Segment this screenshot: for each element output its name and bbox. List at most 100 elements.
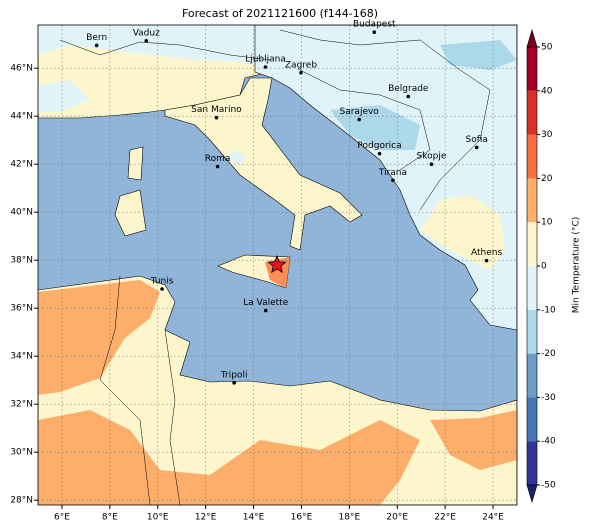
x-tick-label: 6°E: [54, 513, 70, 523]
city-marker: [484, 258, 489, 263]
y-tick-label: 38°N: [10, 256, 33, 266]
y-tick-label: 46°N: [10, 64, 33, 74]
city-marker: [94, 43, 99, 48]
colorbar-band: [527, 441, 537, 485]
colorbar-tick-label: -10: [541, 305, 556, 315]
x-tick-label: 22°E: [434, 513, 456, 523]
colorbar-tick-label: -40: [541, 437, 556, 447]
colorbar-tick-label: 50: [541, 43, 553, 53]
y-tick-label: 44°N: [10, 112, 33, 122]
colorbar-band: [527, 309, 537, 354]
city-marker: [160, 287, 164, 291]
colorbar-band: [527, 353, 537, 398]
city-label: Skopje: [417, 152, 447, 162]
colorbar-band: [527, 222, 537, 266]
country-borders: [99, 275, 151, 505]
sardinia: [114, 189, 147, 237]
city-label: Tirana: [378, 168, 407, 178]
balkans-cool: [330, 105, 420, 150]
greece-warm: [420, 195, 505, 270]
colorbar-tick-label: 20: [541, 174, 553, 184]
map-area: [38, 25, 517, 505]
x-tick-label: 14°E: [243, 513, 265, 523]
y-tick-label: 36°N: [10, 304, 33, 314]
city-label: Sofia: [466, 135, 488, 145]
city-marker: [377, 151, 382, 156]
city-label: La Valette: [243, 298, 288, 308]
africa-hot-east: [430, 410, 517, 470]
x-tick-label: 16°E: [291, 513, 313, 523]
x-tick-label: 8°E: [102, 513, 118, 523]
city-label: Bern: [86, 33, 107, 43]
city-label: Podgorica: [357, 141, 401, 151]
city-label: Tunis: [150, 277, 174, 287]
x-tick-label: 18°E: [339, 513, 361, 523]
city-label: Ljubljana: [245, 55, 286, 65]
y-tick-label: 34°N: [10, 352, 33, 362]
y-tick-label: 40°N: [10, 208, 33, 218]
city-label: San Marino: [191, 105, 242, 115]
city-marker: [144, 39, 149, 43]
country-borders: [164, 329, 181, 505]
city-marker: [429, 162, 434, 166]
country-borders: [279, 29, 491, 211]
colorbar-band: [527, 397, 537, 442]
city-marker: [406, 94, 411, 99]
city-marker: [232, 381, 236, 385]
x-tick-label: 10°E: [147, 513, 169, 523]
colorbar-band: [527, 178, 537, 223]
colorbar-label: Min Temperature (°C): [572, 217, 582, 314]
colorbar-tick-label: 0: [541, 262, 547, 272]
colorbar-over: [526, 28, 538, 48]
colorbar-band: [527, 266, 537, 310]
country-borders: [299, 69, 431, 171]
colorbar-under: [526, 484, 538, 504]
colorbar-tick-label: 10: [541, 218, 553, 228]
alps-cold: [38, 25, 270, 68]
city-marker: [214, 115, 219, 120]
city-marker: [263, 65, 268, 69]
colorbar-band: [527, 90, 537, 135]
map-frame: [37, 24, 518, 506]
city-marker: [474, 145, 479, 150]
colorbar-tick-label: -30: [541, 393, 556, 403]
city-label: Athens: [471, 248, 502, 258]
y-tick-label: 28°N: [10, 496, 33, 506]
france-cold: [38, 80, 90, 112]
city-marker: [391, 178, 395, 183]
colorbar-band: [527, 47, 537, 91]
africa-hot-west: [38, 280, 160, 395]
x-tick-label: 12°E: [195, 513, 217, 523]
city-label: Belgrade: [388, 84, 429, 94]
city-marker: [215, 164, 220, 169]
city-marker: [299, 70, 303, 75]
colorbar-tick-label: 40: [541, 86, 553, 96]
x-tick-label: 20°E: [386, 513, 408, 523]
balkans: [254, 25, 517, 331]
africa-hot-south: [38, 410, 420, 505]
carpathians-cool: [440, 40, 517, 70]
city-marker: [263, 308, 268, 313]
corsica: [127, 146, 144, 181]
country-borders: [59, 39, 271, 61]
apennine-cool: [228, 150, 245, 165]
colorbar-band: [527, 134, 537, 179]
y-tick-label: 42°N: [10, 160, 33, 170]
city-label: Zagreb: [285, 60, 317, 70]
x-tick-label: 24°E: [482, 513, 504, 523]
location-star: [267, 254, 287, 274]
city-label: Sarajevo: [340, 107, 380, 117]
y-tick-label: 32°N: [10, 400, 33, 410]
title: Forecast of 2021121600 (f144-168): [182, 7, 378, 20]
colorbar-tick-label: -20: [541, 349, 556, 359]
y-tick-label: 30°N: [10, 448, 33, 458]
colorbar-tick-label: 30: [541, 130, 553, 140]
city-label: Roma: [205, 154, 231, 164]
colorbar-tick-label: -50: [541, 481, 556, 491]
city-label: Tripoli: [220, 370, 248, 380]
map-layer: 6°E 8°E 10°E 12°E 14°E 16°E 18°E 20°E 22°E 24°E 28…: [10, 20, 556, 523]
city-label: Vaduz: [133, 28, 160, 38]
city-marker: [357, 117, 361, 122]
city-marker: [372, 30, 377, 34]
